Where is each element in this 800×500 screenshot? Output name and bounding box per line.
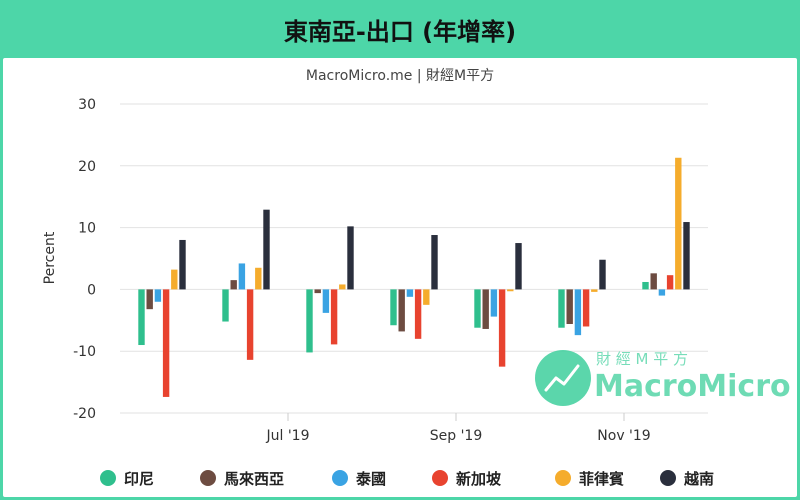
bar: [230, 280, 237, 290]
bar: [330, 289, 338, 345]
bar: [154, 289, 162, 302]
bar: [675, 157, 682, 290]
bar: [222, 289, 229, 322]
bar: [498, 289, 506, 367]
bar: [507, 289, 514, 292]
bar: [390, 289, 397, 326]
bar: [683, 222, 690, 290]
y-tick-label: 0: [87, 282, 96, 298]
bar: [666, 275, 674, 290]
bar: [306, 289, 313, 353]
bar: [246, 289, 254, 360]
bar: [146, 289, 153, 310]
y-tick-label: -20: [73, 406, 96, 422]
bar: [414, 289, 422, 339]
bar: [566, 289, 573, 325]
x-tick-label: Jul '19: [265, 428, 309, 444]
legend-label: 印尼: [124, 470, 154, 488]
bar: [339, 284, 346, 290]
y-tick-label: 20: [78, 159, 96, 175]
legend-marker: [332, 470, 348, 486]
legend-label: 菲律賓: [579, 470, 624, 488]
bar: [582, 289, 590, 327]
bar: [322, 289, 330, 313]
y-axis-title: Percent: [42, 231, 58, 284]
bar: [515, 243, 522, 290]
bar: [482, 289, 489, 329]
legend-marker: [100, 470, 116, 486]
bar: [599, 259, 606, 290]
bar: [162, 289, 170, 397]
x-tick-label: Sep '19: [430, 428, 483, 444]
bar: [490, 289, 498, 317]
chart-title: 東南亞-出口 (年增率): [283, 17, 517, 46]
legend-label: 馬來西亞: [224, 470, 284, 488]
x-tick-label: Nov '19: [597, 428, 650, 444]
bar: [238, 263, 246, 290]
bar: [658, 289, 666, 296]
legend-marker: [660, 470, 676, 486]
bar: [314, 289, 321, 294]
legend-label: 越南: [683, 470, 714, 488]
bar: [263, 209, 270, 290]
bar: [138, 289, 145, 346]
legend-marker: [555, 470, 571, 486]
bar: [171, 269, 178, 290]
y-tick-label: -10: [73, 344, 96, 360]
watermark-logo-line-icon: [544, 364, 580, 392]
bar: [423, 289, 430, 305]
y-tick-label: 30: [78, 97, 96, 113]
chart-subtitle: MacroMicro.me | 財經M平方: [306, 68, 494, 84]
bar: [574, 289, 582, 336]
legend-marker: [432, 470, 448, 486]
bar: [347, 226, 354, 290]
watermark-cn-text: 財 經 M 平 方: [596, 350, 688, 368]
legend-label: 泰國: [355, 470, 386, 488]
bar: [431, 235, 438, 290]
bar: [255, 267, 262, 290]
legend-label: 新加坡: [456, 470, 501, 488]
bar: [642, 281, 649, 290]
bar: [179, 239, 186, 290]
chart-panel: [3, 58, 797, 497]
y-tick-label: 10: [78, 221, 96, 237]
watermark-logo-icon: [535, 350, 591, 406]
bar: [558, 289, 565, 328]
bar: [650, 273, 657, 290]
bar: [591, 289, 598, 292]
bar: [406, 289, 414, 297]
watermark-en-text: MacroMicro: [594, 369, 791, 404]
bar: [474, 289, 481, 328]
legend-marker: [200, 470, 216, 486]
bar: [398, 289, 405, 332]
